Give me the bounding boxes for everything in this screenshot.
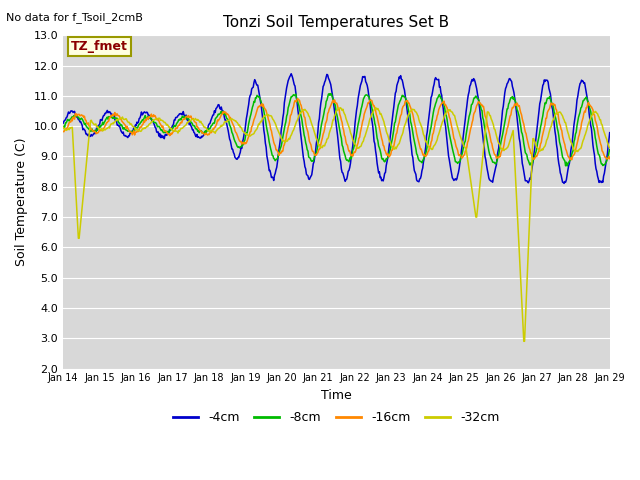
X-axis label: Time: Time	[321, 389, 352, 402]
Text: No data for f_Tsoil_2cmB: No data for f_Tsoil_2cmB	[6, 12, 143, 23]
Title: Tonzi Soil Temperatures Set B: Tonzi Soil Temperatures Set B	[223, 15, 449, 30]
Y-axis label: Soil Temperature (C): Soil Temperature (C)	[15, 138, 28, 266]
Legend: -4cm, -8cm, -16cm, -32cm: -4cm, -8cm, -16cm, -32cm	[168, 406, 505, 429]
Text: TZ_fmet: TZ_fmet	[72, 40, 128, 53]
